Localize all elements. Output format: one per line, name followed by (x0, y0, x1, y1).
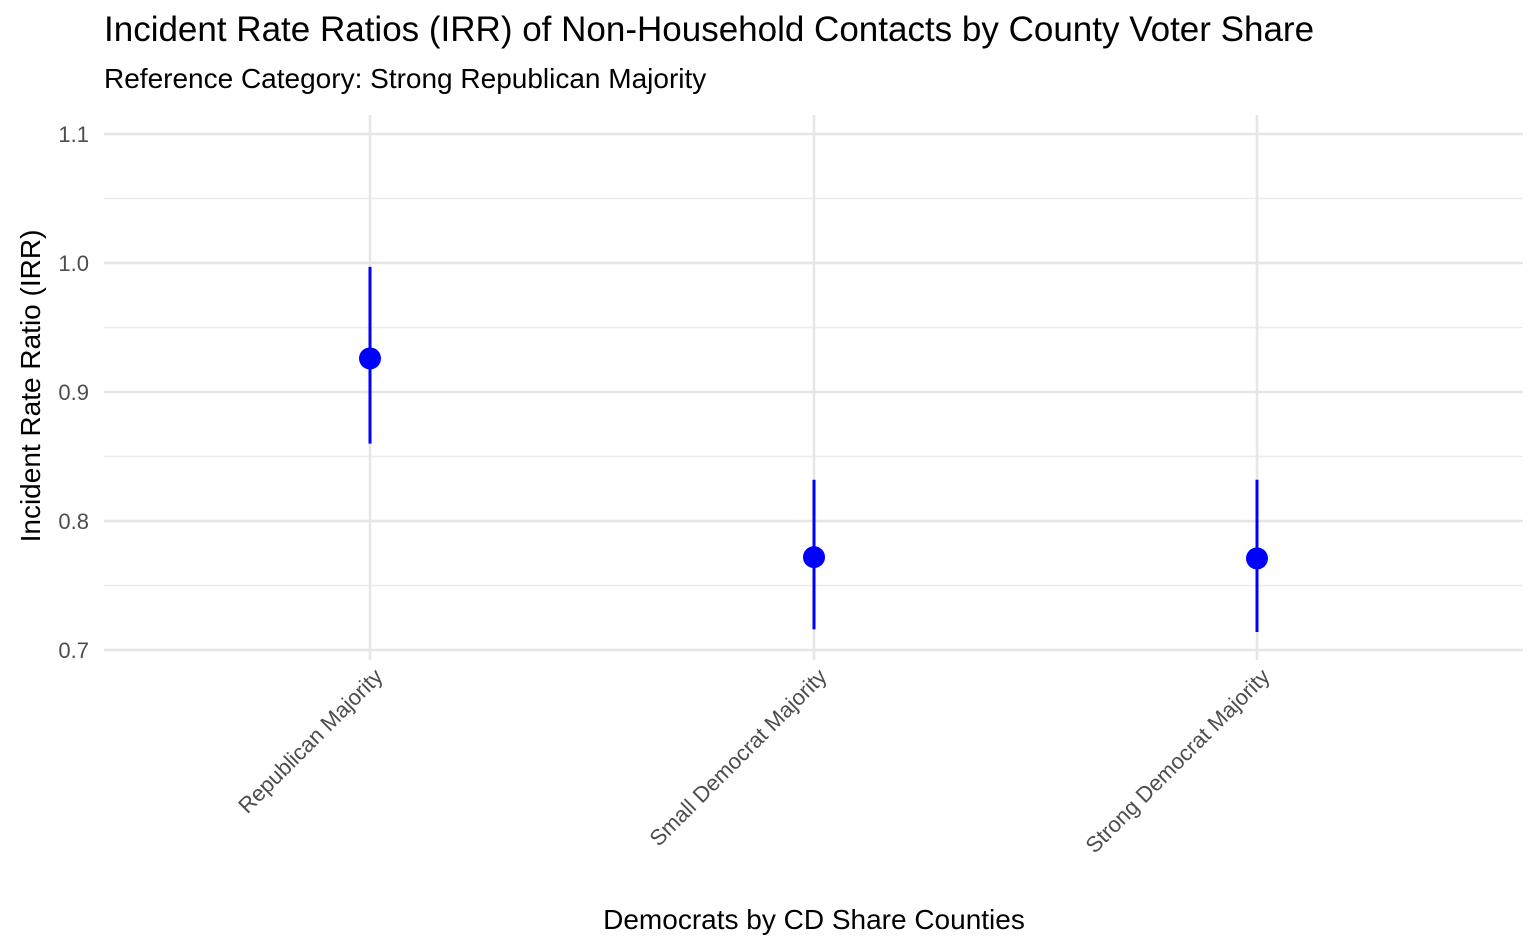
y-tick-label: 0.7 (58, 638, 89, 663)
data-point (1246, 547, 1268, 570)
y-tick-label: 1.0 (58, 251, 89, 276)
x-tick-label: Small Democrat Majority (644, 664, 831, 851)
data-point (803, 546, 825, 569)
x-tick-label: Strong Democrat Majority (1080, 664, 1274, 858)
y-tick-label: 0.9 (58, 380, 89, 405)
y-tick-label: 1.1 (58, 122, 89, 147)
data-marks (359, 266, 1268, 632)
y-axis-title: Incident Rate Ratio (IRR) (15, 230, 46, 543)
data-point (359, 347, 381, 370)
chart-subtitle: Reference Category: Strong Republican Ma… (104, 63, 707, 94)
x-axis-title: Democrats by CD Share Counties (603, 904, 1025, 935)
x-tick-labels: Republican Majority Small Democrat Majori… (233, 664, 1274, 858)
y-tick-label: 0.8 (58, 509, 89, 534)
y-tick-labels: 0.7 0.8 0.9 1.0 1.1 (58, 122, 89, 663)
grid-layer (104, 115, 1523, 660)
x-tick-label: Republican Majority (233, 664, 387, 818)
chart-title: Incident Rate Ratios (IRR) of Non-Househ… (104, 10, 1315, 49)
